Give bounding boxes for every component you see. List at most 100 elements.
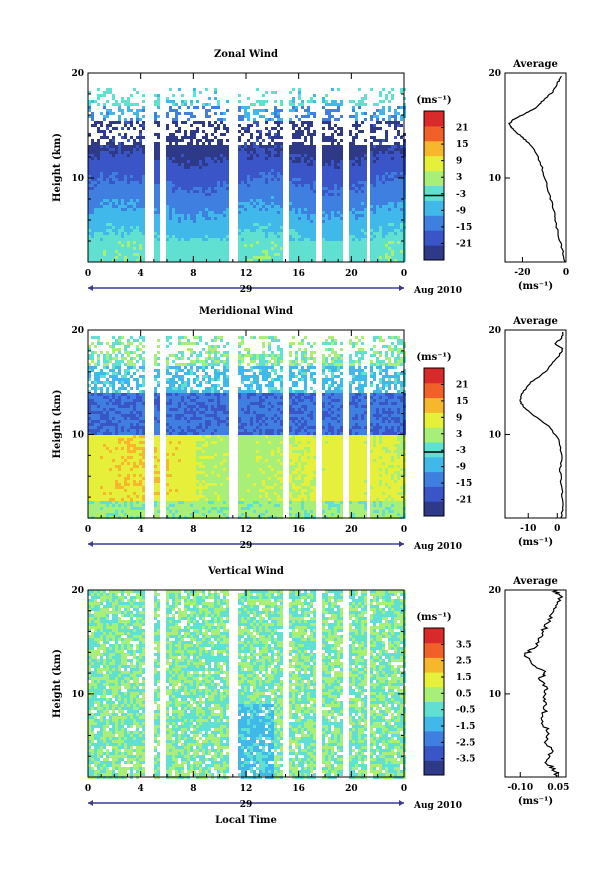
heatmap-cell: [271, 357, 274, 360]
heatmap-cell: [256, 163, 259, 166]
heatmap-cell: [181, 336, 184, 339]
heatmap-cell: [118, 336, 121, 339]
heatmap-cell: [277, 226, 280, 229]
heatmap-cell: [172, 202, 175, 205]
heatmap-cell: [199, 351, 202, 354]
heatmap-cell: [178, 187, 181, 190]
heatmap-cell: [361, 235, 364, 238]
heatmap-cell: [373, 244, 376, 247]
heatmap-cell: [391, 172, 394, 175]
heatmap-cell: [250, 154, 253, 157]
heatmap-cell: [94, 250, 97, 253]
heatmap-cell: [91, 181, 94, 184]
heatmap-cell: [223, 345, 226, 348]
heatmap-cell: [88, 247, 91, 250]
heatmap-cell: [91, 139, 94, 142]
heatmap-cell: [106, 151, 109, 154]
heatmap-cell: [370, 241, 373, 244]
heatmap-cell: [202, 226, 205, 229]
heatmap-cell: [361, 196, 364, 199]
heatmap-cell: [127, 193, 130, 196]
heatmap-cell: [271, 199, 274, 202]
heatmap-cell: [292, 244, 295, 247]
heatmap-cell: [322, 202, 325, 205]
heatmap-cell: [352, 160, 355, 163]
heatmap-cell: [298, 229, 301, 232]
heatmap-cell: [109, 223, 112, 226]
heatmap-cell: [220, 208, 223, 211]
heatmap-cell: [127, 342, 130, 345]
heatmap-cell: [295, 187, 298, 190]
heatmap-cell: [121, 199, 124, 202]
heatmap-cell: [133, 142, 136, 145]
heatmap-cell: [172, 220, 175, 223]
heatmap-cell: [112, 97, 115, 100]
heatmap-cell: [133, 363, 136, 366]
heatmap-cell: [364, 172, 367, 175]
heatmap-cell: [340, 160, 343, 163]
heatmap-cell: [295, 160, 298, 163]
heatmap-cell: [157, 100, 160, 103]
heatmap-cell: [157, 217, 160, 220]
heatmap-cell: [109, 181, 112, 184]
heatmap-cell: [313, 205, 316, 208]
heatmap-cell: [118, 181, 121, 184]
heatmap-cell: [385, 354, 388, 357]
heatmap-cell: [307, 205, 310, 208]
heatmap-cell: [388, 184, 391, 187]
heatmap-cell: [127, 217, 130, 220]
heatmap-cell: [139, 244, 142, 247]
heatmap-cell: [337, 238, 340, 241]
heatmap-cell: [187, 339, 190, 342]
heatmap-cell: [139, 342, 142, 345]
heatmap-cell: [175, 372, 178, 375]
heatmap-cell: [394, 232, 397, 235]
heatmap-cell: [256, 259, 259, 262]
heatmap-cell: [196, 259, 199, 262]
heatmap-cell: [154, 187, 157, 190]
heatmap-cell: [289, 166, 292, 169]
heatmap-cell: [193, 184, 196, 187]
heatmap-cell: [238, 151, 241, 154]
heatmap-cell: [121, 193, 124, 196]
heatmap-cell: [103, 360, 106, 363]
heatmap-cell: [124, 100, 127, 103]
heatmap-cell: [400, 351, 403, 354]
heatmap-cell: [358, 217, 361, 220]
heatmap-cell: [328, 127, 331, 130]
heatmap-cell: [136, 136, 139, 139]
heatmap-cell: [385, 160, 388, 163]
heatmap-cell: [202, 256, 205, 259]
heatmap-cell: [292, 208, 295, 211]
heatmap-cell: [184, 226, 187, 229]
heatmap-cell: [217, 357, 220, 360]
heatmap-cell: [190, 175, 193, 178]
heatmap-cell: [298, 238, 301, 241]
heatmap-cell: [379, 253, 382, 256]
heatmap-cell: [349, 169, 352, 172]
heatmap-cell: [349, 178, 352, 181]
heatmap-cell: [391, 178, 394, 181]
heatmap-cell: [115, 238, 118, 241]
heatmap-cell: [262, 157, 265, 160]
heatmap-cell: [352, 250, 355, 253]
heatmap-cell: [154, 199, 157, 202]
heatmap-cell: [310, 160, 313, 163]
heatmap-cell: [205, 199, 208, 202]
heatmap-cell: [178, 253, 181, 256]
heatmap-cell: [175, 142, 178, 145]
heatmap-cell: [268, 181, 271, 184]
heatmap-cell: [271, 217, 274, 220]
heatmap-cell: [226, 184, 229, 187]
heatmap-cell: [175, 148, 178, 151]
heatmap-cell: [220, 214, 223, 217]
heatmap-cell: [385, 247, 388, 250]
heatmap-cell: [322, 342, 325, 345]
heatmap-cell: [271, 339, 274, 342]
heatmap-cell: [352, 187, 355, 190]
heatmap-cell: [307, 256, 310, 259]
heatmap-cell: [256, 151, 259, 154]
heatmap-cell: [130, 145, 133, 148]
heatmap-cell: [259, 336, 262, 339]
heatmap-cell: [139, 232, 142, 235]
